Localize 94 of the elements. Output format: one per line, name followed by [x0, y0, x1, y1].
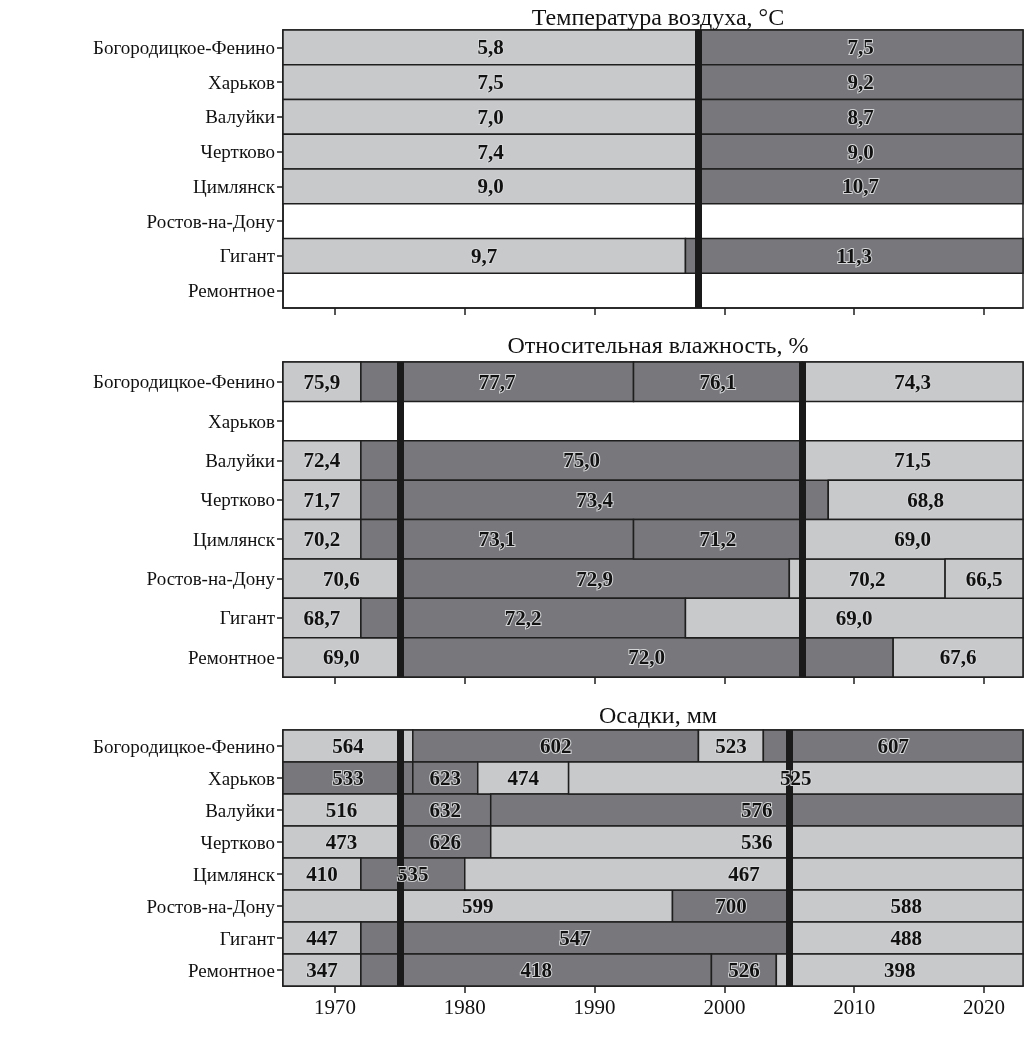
y-tick-label: Цимлянск — [193, 528, 276, 550]
annotation: 76,1 — [699, 369, 737, 394]
annotation: 533 — [332, 766, 364, 790]
y-tick-label: Богородицкое-Фенино — [93, 371, 275, 393]
annotation: 410 — [306, 862, 338, 886]
annotation: 447 — [306, 926, 338, 950]
annotation: 74,3 — [894, 369, 932, 394]
annotation: 599 — [461, 894, 494, 918]
annotation: 71,7 — [303, 487, 341, 512]
y-tick-label: Гигант — [219, 927, 276, 949]
y-tick-label: Гигант — [219, 245, 276, 267]
annotation: 626 — [429, 830, 462, 854]
annotation: 576 — [741, 798, 773, 822]
y-tick-label: Ростов-на-Дону — [146, 895, 276, 917]
chart-title: Температура воздуха, °C — [531, 4, 785, 30]
y-tick-label: Чертково — [200, 489, 275, 511]
annotation: 467 — [728, 862, 760, 886]
annotation: 516 — [325, 798, 358, 822]
annotation: 523 — [715, 734, 747, 758]
x-tick-label: 2010 — [833, 994, 876, 1019]
annotation: 547 — [559, 926, 591, 950]
annotation: 5,8 — [477, 35, 504, 60]
annotation: 536 — [741, 830, 773, 854]
annotation: 72,0 — [628, 645, 665, 670]
chart-title: Относительная влажность, % — [507, 332, 809, 358]
x-tick-label: 1970 — [313, 994, 356, 1019]
annotation: 73,1 — [478, 527, 516, 552]
annotation: 700 — [715, 894, 747, 918]
annotation: 75,0 — [563, 448, 600, 473]
annotation: 67,6 — [939, 645, 977, 670]
annotation: 72,4 — [303, 448, 341, 473]
y-tick-label: Валуйки — [205, 799, 275, 821]
annotation: 607 — [877, 734, 909, 758]
annotation: 10,7 — [842, 174, 880, 199]
annotation: 71,2 — [699, 527, 737, 552]
annotation: 602 — [539, 734, 572, 758]
y-tick-label: Ремонтное — [187, 959, 275, 981]
annotation: 73,4 — [576, 487, 614, 512]
x-tick-label: 2020 — [963, 994, 1006, 1019]
y-tick-label: Ремонтное — [187, 646, 275, 668]
annotation: 68,8 — [907, 487, 945, 512]
annotation: 623 — [429, 766, 462, 790]
annotation: 70,6 — [323, 566, 360, 591]
y-tick-label: Харьков — [207, 71, 276, 93]
annotation: 526 — [728, 958, 760, 982]
annotation: 474 — [507, 766, 540, 790]
annotation: 71,5 — [894, 448, 932, 473]
annotation: 68,7 — [303, 605, 341, 630]
y-tick-label: Чертково — [200, 831, 275, 853]
annotation: 72,9 — [576, 566, 613, 591]
annotation: 7,5 — [847, 35, 874, 60]
annotation: 69,0 — [323, 645, 360, 670]
x-tick-label: 2000 — [703, 994, 746, 1019]
annotation: 70,2 — [303, 527, 341, 552]
annotation: 398 — [883, 958, 916, 982]
y-tick-label: Харьков — [207, 410, 276, 432]
annotation: 488 — [890, 926, 922, 950]
annotation: 473 — [325, 830, 358, 854]
y-tick-label: Цимлянск — [193, 863, 276, 885]
annotation: 7,5 — [477, 70, 504, 95]
x-tick-label: 1990 — [573, 994, 616, 1019]
y-tick-label: Чертково — [200, 141, 275, 163]
annotation: 75,9 — [303, 369, 341, 394]
annotation: 9,2 — [847, 70, 874, 95]
annotation: 11,3 — [836, 243, 873, 268]
y-tick-label: Валуйки — [205, 449, 275, 471]
y-tick-label: Ремонтное — [187, 280, 275, 302]
y-tick-label: Валуйки — [205, 106, 275, 128]
annotation: 588 — [890, 894, 922, 918]
annotation: 9,7 — [471, 243, 498, 268]
annotation: 8,7 — [847, 104, 874, 129]
annotation: 70,2 — [848, 566, 886, 591]
y-tick-label: Цимлянск — [193, 175, 276, 197]
annotation: 632 — [429, 798, 462, 822]
annotation: 9,0 — [477, 174, 504, 199]
annotation: 7,4 — [477, 139, 505, 164]
y-tick-label: Харьков — [207, 767, 276, 789]
y-tick-label: Богородицкое-Фенино — [93, 36, 275, 58]
annotation: 418 — [520, 958, 552, 982]
annotation: 7,0 — [477, 104, 504, 129]
annotation: 564 — [332, 734, 365, 758]
chart-title: Осадки, мм — [598, 702, 718, 728]
annotation: 69,0 — [894, 527, 932, 552]
y-tick-label: Богородицкое-Фенино — [93, 735, 275, 757]
annotation: 9,0 — [847, 139, 874, 164]
annotation: 69,0 — [835, 605, 873, 630]
y-tick-label: Ростов-на-Дону — [146, 210, 276, 232]
x-tick-label: 1980 — [443, 994, 486, 1019]
annotation: 72,2 — [504, 605, 542, 630]
annotation: 77,7 — [478, 369, 516, 394]
y-tick-label: Ростов-на-Дону — [146, 568, 276, 590]
annotation: 347 — [306, 958, 338, 982]
annotation: 66,5 — [965, 566, 1003, 591]
y-tick-label: Гигант — [219, 607, 276, 629]
